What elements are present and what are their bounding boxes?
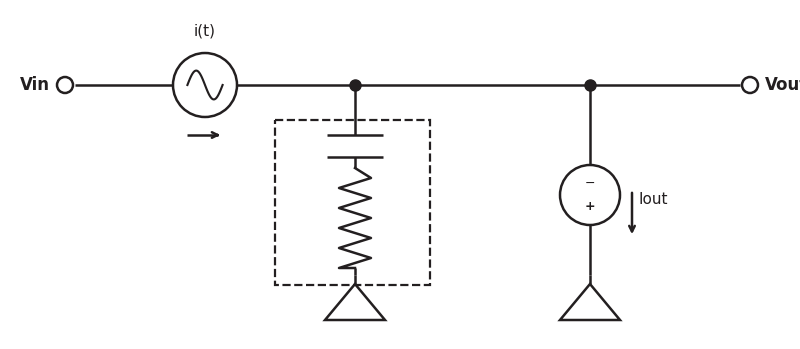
Text: Iout: Iout — [638, 193, 667, 208]
Text: i(t): i(t) — [194, 24, 216, 39]
Circle shape — [742, 77, 758, 93]
Text: −: − — [585, 177, 595, 190]
Text: Vin: Vin — [20, 76, 50, 94]
Text: +: + — [585, 200, 595, 213]
Text: Vout: Vout — [765, 76, 800, 94]
Bar — [275, 120, 430, 285]
Circle shape — [173, 53, 237, 117]
Circle shape — [560, 165, 620, 225]
Circle shape — [57, 77, 73, 93]
